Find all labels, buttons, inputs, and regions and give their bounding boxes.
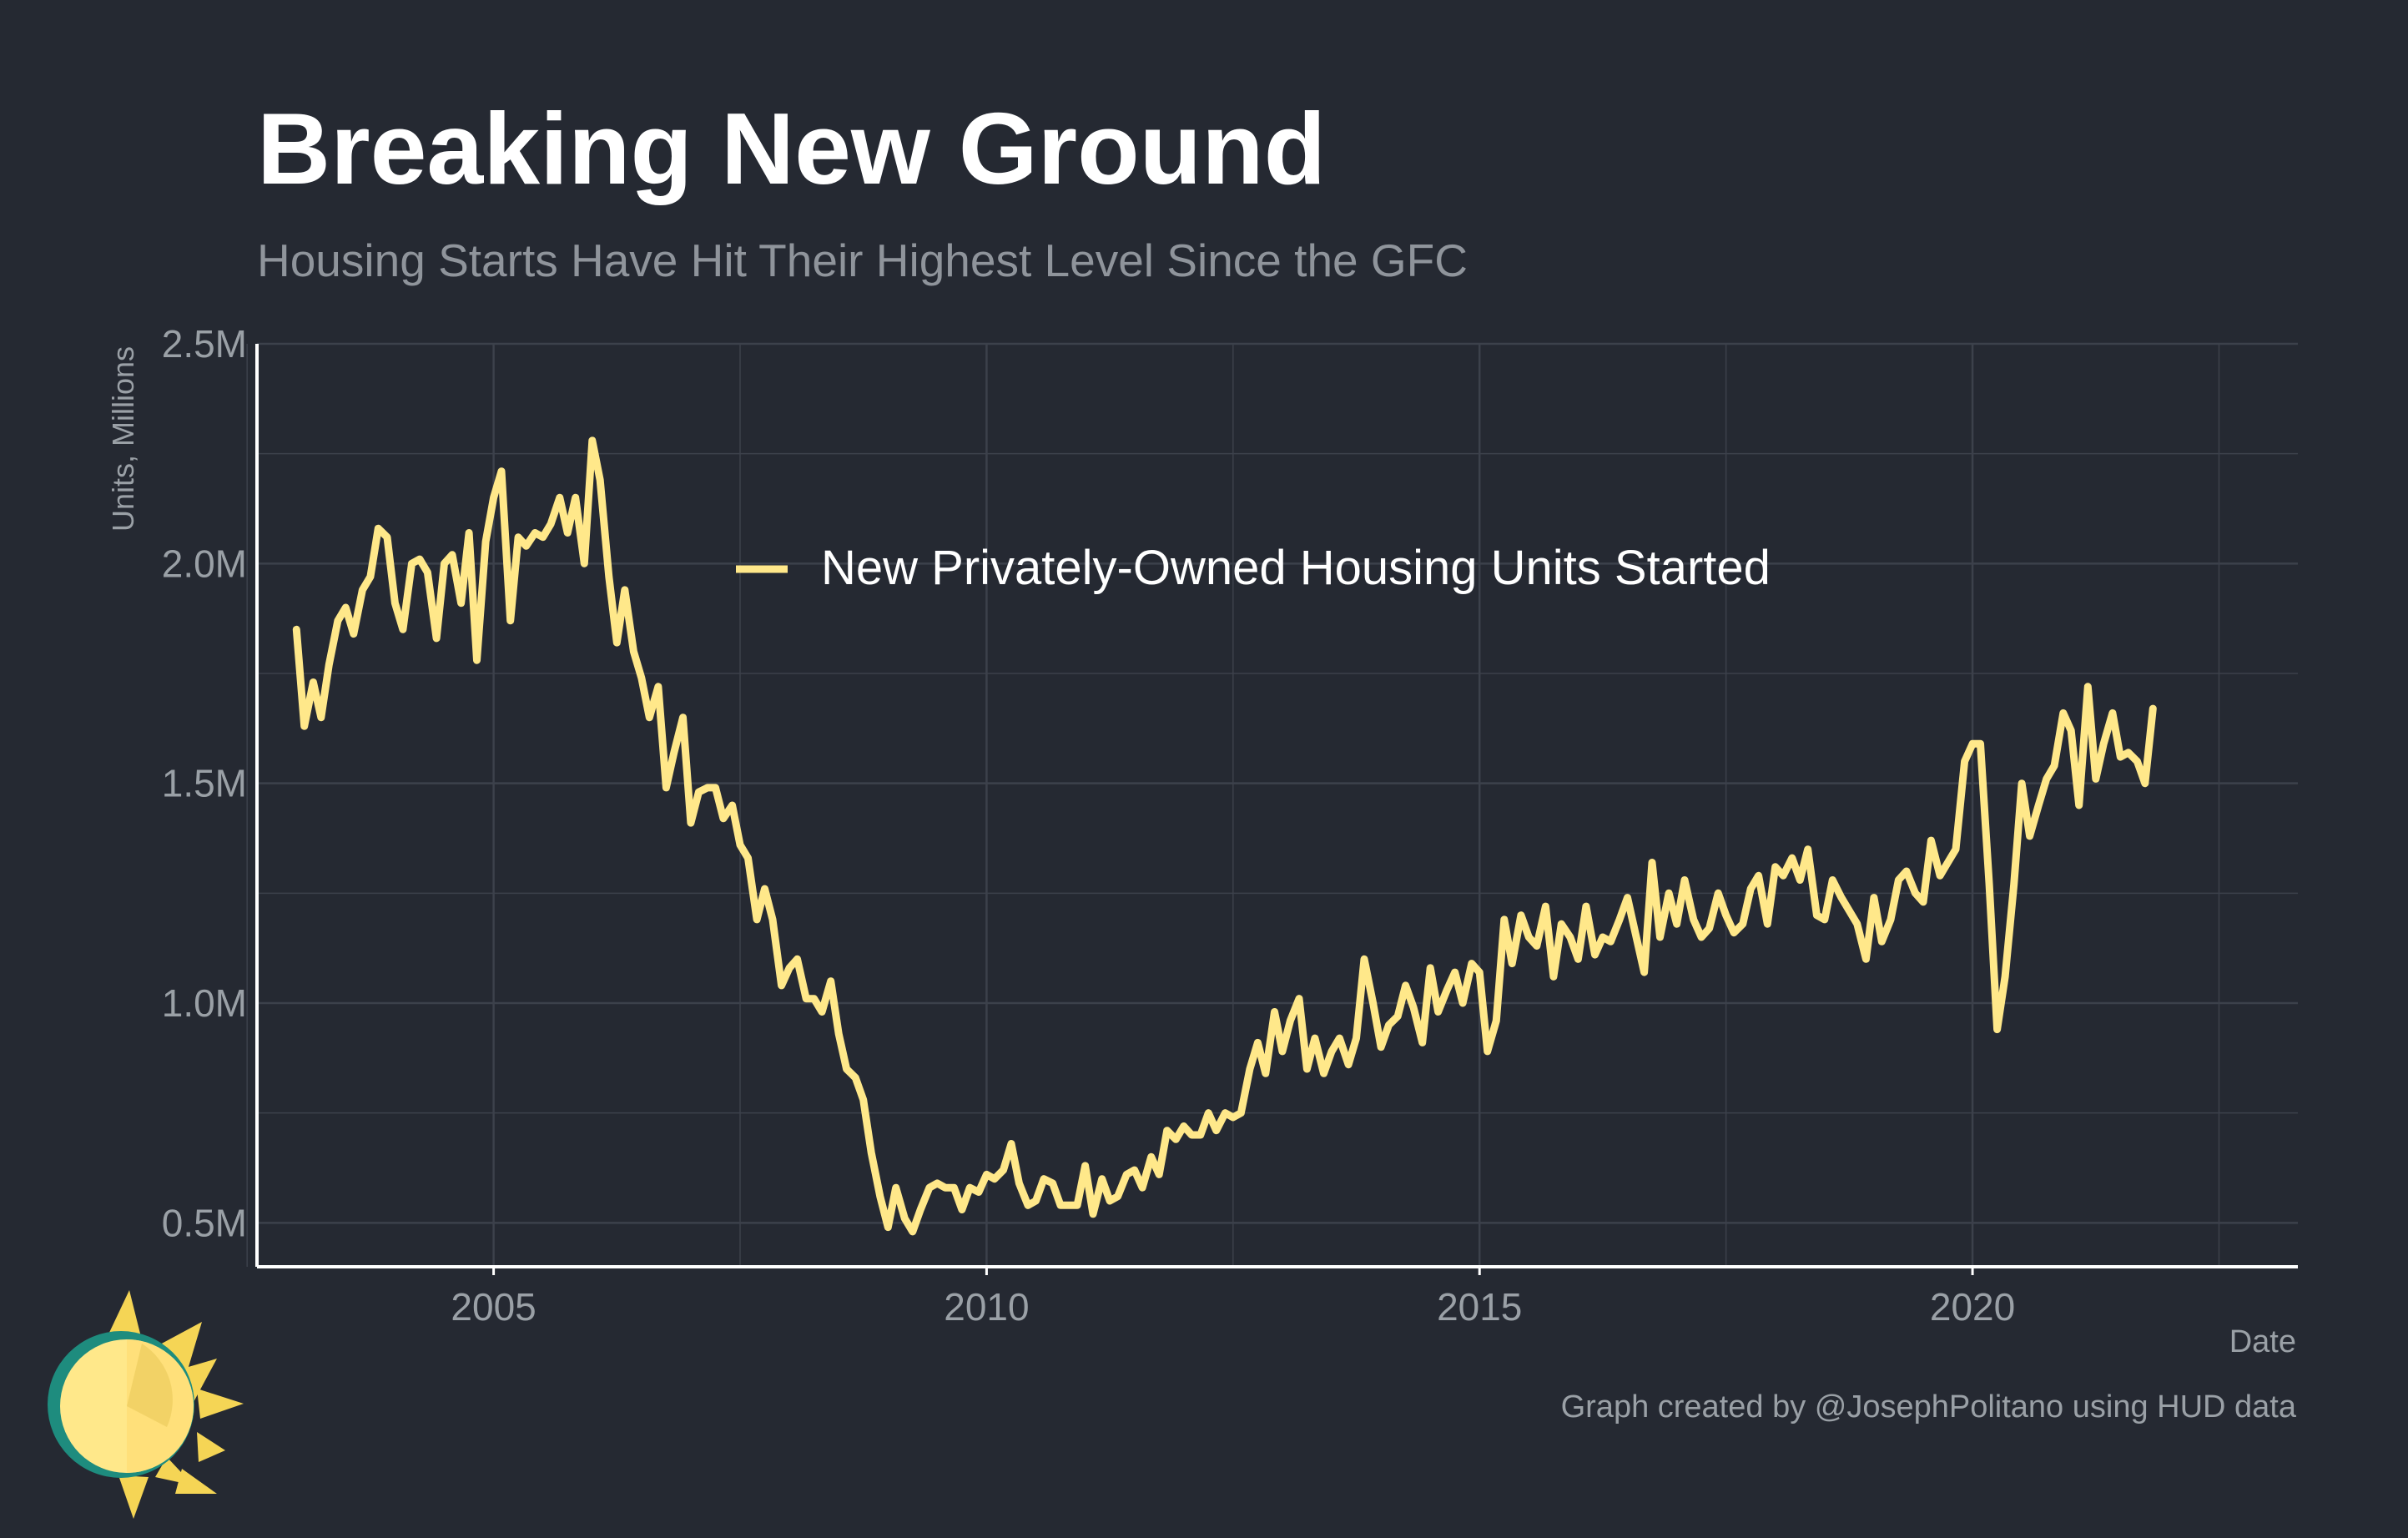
source-caption: Graph created by @JosephPolitano using H…	[1560, 1389, 2296, 1425]
chart-title: Breaking New Ground	[257, 92, 1327, 205]
legend-label: New Privately-Owned Housing Units Starte…	[821, 541, 1771, 595]
grid-lines	[246, 342, 2298, 1267]
legend: New Privately-Owned Housing Units Starte…	[736, 541, 1771, 595]
x-tick-label: 2005	[451, 1285, 536, 1329]
y-tick-label: 1.5M	[162, 762, 247, 805]
sun-icon	[48, 1290, 244, 1519]
y-tick-label: 0.5M	[162, 1201, 247, 1244]
y-axis-ticks: 0.5M 1.0M 1.5M 2.0M 2.5M	[162, 322, 247, 1244]
y-tick-label: 2.0M	[162, 542, 247, 585]
x-tick-label: 2010	[944, 1285, 1029, 1329]
sun-logo	[48, 1290, 244, 1519]
x-axis-label: Date	[2229, 1324, 2296, 1359]
y-tick-label: 1.0M	[162, 981, 247, 1025]
x-tick-label: 2015	[1437, 1285, 1522, 1329]
y-tick-label: 2.5M	[162, 322, 247, 366]
series-line	[292, 436, 2157, 1236]
x-axis-ticks: 2005 2010 2015 2020	[451, 1267, 2015, 1329]
y-axis-label: Units, Millions	[106, 346, 140, 532]
axes	[255, 344, 2298, 1268]
chart-subtitle: Housing Starts Have Hit Their Highest Le…	[257, 234, 1468, 286]
series-layer	[292, 436, 2157, 1236]
x-tick-label: 2020	[1930, 1285, 2015, 1329]
